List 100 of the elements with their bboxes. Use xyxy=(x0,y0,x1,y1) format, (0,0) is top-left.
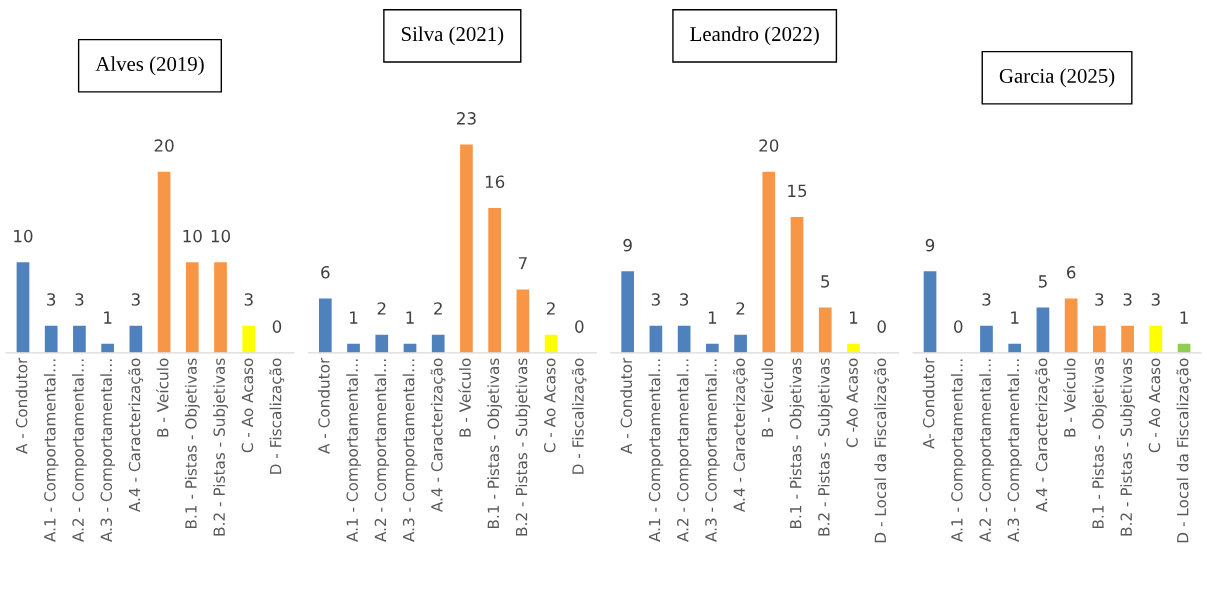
x-tick-label: C -Ao Acaso xyxy=(846,358,858,448)
bar xyxy=(1149,325,1163,353)
data-label: 3 xyxy=(1095,293,1104,306)
data-label: 3 xyxy=(1151,293,1160,306)
bar xyxy=(16,262,30,353)
x-tick-label: C - Ao Acaso xyxy=(241,358,254,453)
x-tick-label: D - Local da Fiscalização xyxy=(874,358,889,543)
data-label: 2 xyxy=(547,302,555,315)
data-label: 1 xyxy=(350,311,358,324)
x-tick-label: B.1 - Pistas - Objetivas xyxy=(487,358,503,529)
x-tick-label: A - Condutor xyxy=(620,357,633,454)
chart-title: Garcia (2025) xyxy=(999,68,1115,88)
data-label: 3 xyxy=(131,293,140,306)
x-tick-label: B.2 - Pistas - Subjetivas xyxy=(213,358,228,536)
chart-title: Silva (2021) xyxy=(401,26,504,46)
data-label: 1 xyxy=(406,311,414,324)
bar xyxy=(73,325,86,353)
data-label: 0 xyxy=(954,320,963,333)
data-label: 16 xyxy=(485,175,505,189)
data-label: 2 xyxy=(736,302,745,315)
x-tick-label: B.2 - Pistas - Subjetivas xyxy=(515,358,531,536)
bar xyxy=(242,325,256,353)
x-tick-label: D - Fiscalização xyxy=(269,358,285,474)
x-tick-label: A.1 - Comportamental… xyxy=(43,359,59,542)
x-tick-label: B.1 - Pistas - Objetivas xyxy=(1091,358,1107,529)
bar xyxy=(347,343,360,353)
data-label: 23 xyxy=(457,112,476,125)
x-tick-label: B.1 - Pistas - Objetivas xyxy=(184,358,200,529)
bar xyxy=(762,171,776,353)
x-tick-label: A.3 - Comportamental… xyxy=(100,359,116,542)
bar xyxy=(214,262,227,353)
x-tick-label: A.2 - Comportamental… xyxy=(72,359,87,542)
x-tick-label: D - Fiscalização xyxy=(571,358,587,474)
data-label: 3 xyxy=(75,293,84,306)
bar xyxy=(185,262,199,353)
x-tick-label: D - Local da Fiscalização xyxy=(1176,358,1192,543)
data-label: 20 xyxy=(154,139,174,152)
x-tick-label: A.4 - Caracterização xyxy=(732,358,748,513)
x-tick-label: B - Veículo xyxy=(458,358,471,437)
bar xyxy=(101,343,114,353)
data-label: 1 xyxy=(849,311,858,324)
data-label: 1 xyxy=(1180,311,1188,324)
data-label: 0 xyxy=(272,320,282,333)
x-tick-label: A.3 - Comportamental… xyxy=(402,359,418,542)
bar xyxy=(980,325,993,353)
bar xyxy=(677,325,691,353)
x-tick-label: A.1 - Comportamental… xyxy=(346,359,361,542)
data-label: 3 xyxy=(244,293,253,306)
data-label: 6 xyxy=(1067,266,1076,279)
bar xyxy=(818,307,832,353)
bar xyxy=(1008,343,1022,353)
bar xyxy=(734,334,747,353)
bar xyxy=(516,289,530,353)
x-tick-label: A.4 - Caracterização xyxy=(430,358,446,513)
data-label: 1 xyxy=(104,311,112,324)
data-label: 20 xyxy=(759,139,779,152)
data-label: 3 xyxy=(651,293,660,306)
chart-title: Alves (2019) xyxy=(95,56,204,76)
bar xyxy=(157,171,171,353)
data-label: 0 xyxy=(877,320,886,333)
bar xyxy=(1121,325,1134,353)
x-tick-label: A- Condutor xyxy=(922,357,935,449)
bar xyxy=(1093,325,1106,353)
data-label: 2 xyxy=(377,302,386,315)
x-tick-label: A.4 - Caracterização xyxy=(1035,358,1051,513)
data-label: 10 xyxy=(183,229,202,243)
data-label: 2 xyxy=(434,302,442,315)
x-tick-label: A.3 - Comportamental… xyxy=(1007,359,1023,542)
bar xyxy=(847,343,860,353)
data-label: 3 xyxy=(680,293,689,306)
bar xyxy=(790,217,804,353)
data-label: 3 xyxy=(982,293,991,306)
x-tick-label: A - Condutor xyxy=(317,357,330,454)
data-label: 3 xyxy=(1123,293,1132,306)
bar xyxy=(923,271,937,353)
bar xyxy=(1036,307,1050,353)
bar xyxy=(44,325,58,353)
x-tick-label: A.3 - Comportamental… xyxy=(704,359,720,542)
data-label: 6 xyxy=(321,266,330,279)
data-label: 1 xyxy=(1011,311,1019,324)
bar xyxy=(318,298,332,353)
data-label: 9 xyxy=(623,238,632,252)
data-label: 7 xyxy=(518,257,527,270)
x-tick-label: B.1 - Pistas - Objetivas xyxy=(789,358,805,529)
x-tick-label: B - Veículo xyxy=(760,358,774,437)
data-label: 15 xyxy=(788,184,807,198)
bar xyxy=(431,334,445,353)
x-tick-label: C - Ao Acaso xyxy=(1148,358,1161,453)
x-tick-label: A.1 - Comportamental… xyxy=(648,359,664,542)
data-label: 5 xyxy=(821,275,830,288)
x-tick-label: A.1 - Comportamental… xyxy=(950,359,966,542)
x-tick-label: A.2 - Comportamental… xyxy=(979,359,994,542)
bar xyxy=(649,325,663,353)
x-tick-label: A - Condutor xyxy=(15,357,28,454)
bar xyxy=(375,334,389,353)
data-label: 10 xyxy=(211,229,231,243)
bar xyxy=(621,271,635,353)
x-tick-label: A.4 - Caracterização xyxy=(128,358,144,513)
bar xyxy=(129,325,143,353)
chart-title: Leandro (2022) xyxy=(690,26,819,46)
